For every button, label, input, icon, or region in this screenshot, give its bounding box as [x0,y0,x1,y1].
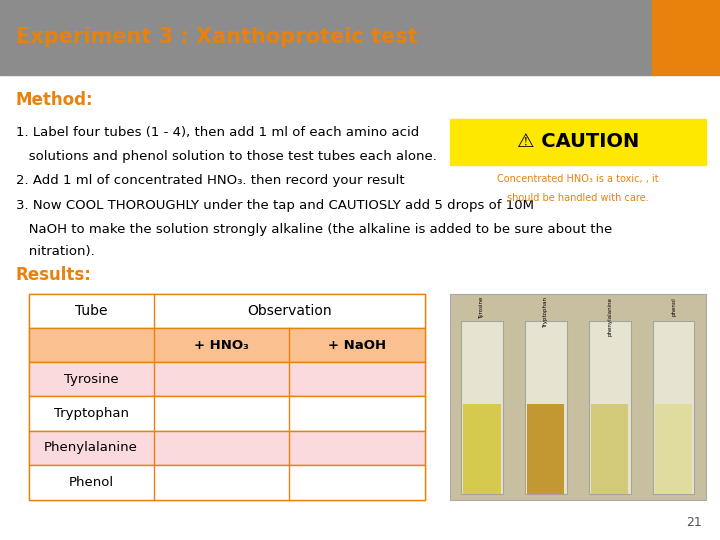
Bar [450,294,706,500]
Bar [653,321,694,494]
Bar [450,119,706,165]
Bar [464,404,500,494]
Text: Method:: Method: [16,91,94,109]
Bar [29,362,425,396]
Bar [29,328,425,362]
Text: 21: 21 [686,516,702,529]
Text: 3. Now COOL THOROUGHLY under the tap and CAUTIOSLY add 5 drops of 10M: 3. Now COOL THOROUGHLY under the tap and… [16,199,534,212]
Text: 2. Add 1 ml of concentrated HNO₃. then record your result: 2. Add 1 ml of concentrated HNO₃. then r… [16,174,405,187]
Text: Results:: Results: [16,266,91,285]
Text: Tube: Tube [75,304,107,318]
Text: NaOH to make the solution strongly alkaline (the alkaline is added to be sure ab: NaOH to make the solution strongly alkal… [16,223,612,236]
Bar [29,431,425,465]
Text: should be handled with care.: should be handled with care. [507,193,649,203]
Text: phenylalanine: phenylalanine [607,297,612,336]
Text: phenol: phenol [671,297,676,316]
Bar [29,294,425,500]
Text: + NaOH: + NaOH [328,339,386,352]
Text: + HNO₃: + HNO₃ [194,339,248,352]
Text: Tryptophan: Tryptophan [544,297,549,328]
Text: ⚠ CAUTION: ⚠ CAUTION [517,132,639,151]
Bar [589,321,631,494]
Bar [527,404,564,494]
Text: Tryptophan: Tryptophan [54,407,129,420]
Text: nitration).: nitration). [16,245,94,258]
Text: Concentrated HNO₃ is a toxic, , it: Concentrated HNO₃ is a toxic, , it [497,174,659,185]
Bar [655,404,692,494]
Text: 1. Label four tubes (1 - 4), then add 1 ml of each amino acid: 1. Label four tubes (1 - 4), then add 1 … [16,126,419,139]
Text: Phenol: Phenol [68,476,114,489]
Bar [29,465,425,500]
Text: Tyrosine: Tyrosine [64,373,119,386]
Text: solutions and phenol solution to those test tubes each alone.: solutions and phenol solution to those t… [16,150,437,163]
Text: Observation: Observation [247,304,331,318]
Text: Tyrosine: Tyrosine [480,297,485,319]
Text: Experiment 3 : Xanthoproteic test: Experiment 3 : Xanthoproteic test [16,27,418,48]
Bar [29,294,425,328]
Bar [29,396,425,431]
Bar [0,0,652,75]
Bar [591,404,629,494]
Bar [652,0,720,75]
Text: Phenylalanine: Phenylalanine [44,441,138,455]
Bar [462,321,503,494]
Bar [525,321,567,494]
